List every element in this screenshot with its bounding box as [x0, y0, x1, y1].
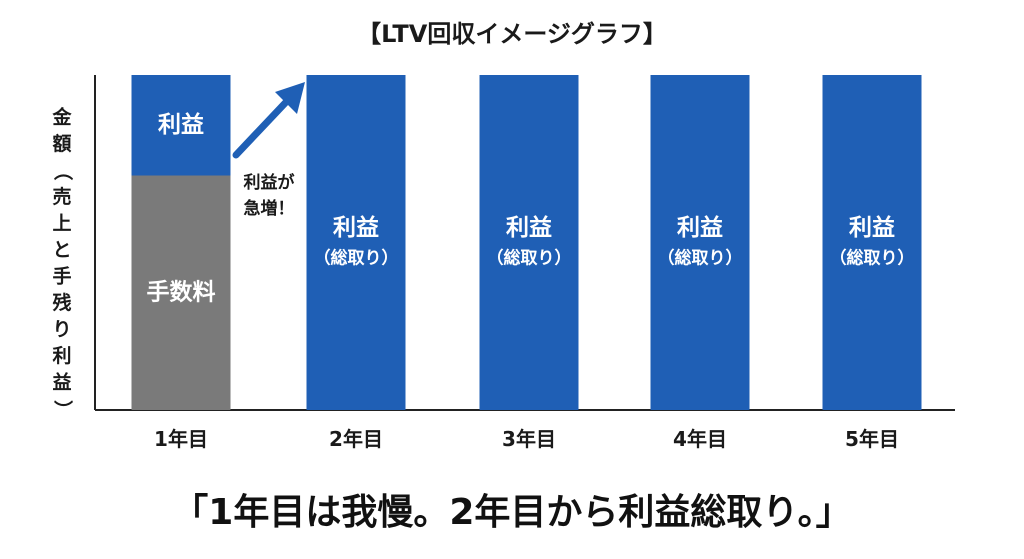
annotation-line2: 急増！: [244, 198, 295, 219]
bar-label: 利益: [333, 214, 379, 241]
bar-profit-4: [650, 75, 750, 410]
x-tick-label: 2年目: [329, 427, 383, 451]
y-label-char: 残: [52, 291, 71, 314]
caption: 「1年目は我慢。2年目から利益総取り。」: [172, 492, 851, 533]
bar-sublabel: （総取り）: [314, 248, 399, 269]
bar-label: 手数料: [147, 279, 216, 305]
y-label-char: 上: [52, 213, 71, 235]
y-label-char: 益: [52, 371, 71, 394]
y-label-char: と: [52, 239, 71, 261]
bar-sublabel: （総取り）: [658, 248, 743, 269]
growth-arrow-icon: [275, 82, 305, 114]
bar-label: 利益: [849, 214, 895, 241]
bar-profit-1: [131, 75, 231, 176]
bar-label: 利益: [158, 111, 204, 138]
y-label-char: 手: [52, 265, 71, 288]
y-label-char: 利: [52, 345, 71, 367]
bar-label: 利益: [506, 214, 552, 241]
bar-profit-2: [306, 75, 406, 410]
bar-sublabel: （総取り）: [487, 248, 572, 269]
bar-label: 利益: [677, 214, 723, 241]
x-tick-label: 1年目: [154, 427, 208, 451]
y-label-char: 売: [52, 185, 71, 208]
x-tick-label: 5年目: [845, 427, 899, 451]
bar-fee-1: [131, 175, 231, 410]
y-label-char: 金: [51, 106, 72, 129]
growth-arrow-shaft: [232, 96, 292, 159]
y-label-char: ）: [52, 400, 75, 419]
annotation-line1: 利益が: [244, 172, 295, 193]
y-label-char: （: [52, 161, 75, 180]
bar-sublabel: （総取り）: [830, 248, 915, 269]
bar-profit-3: [479, 75, 579, 410]
y-label-char: 額: [52, 132, 71, 155]
bar-profit-5: [822, 75, 922, 410]
chart-title: 【LTV回収イメージグラフ】: [357, 20, 667, 48]
x-tick-label: 3年目: [502, 427, 556, 451]
y-label-char: り: [52, 319, 71, 341]
x-tick-label: 4年目: [673, 427, 727, 451]
x-tick-labels: 1年目 2年目 3年目 4年目 5年目: [154, 427, 899, 451]
